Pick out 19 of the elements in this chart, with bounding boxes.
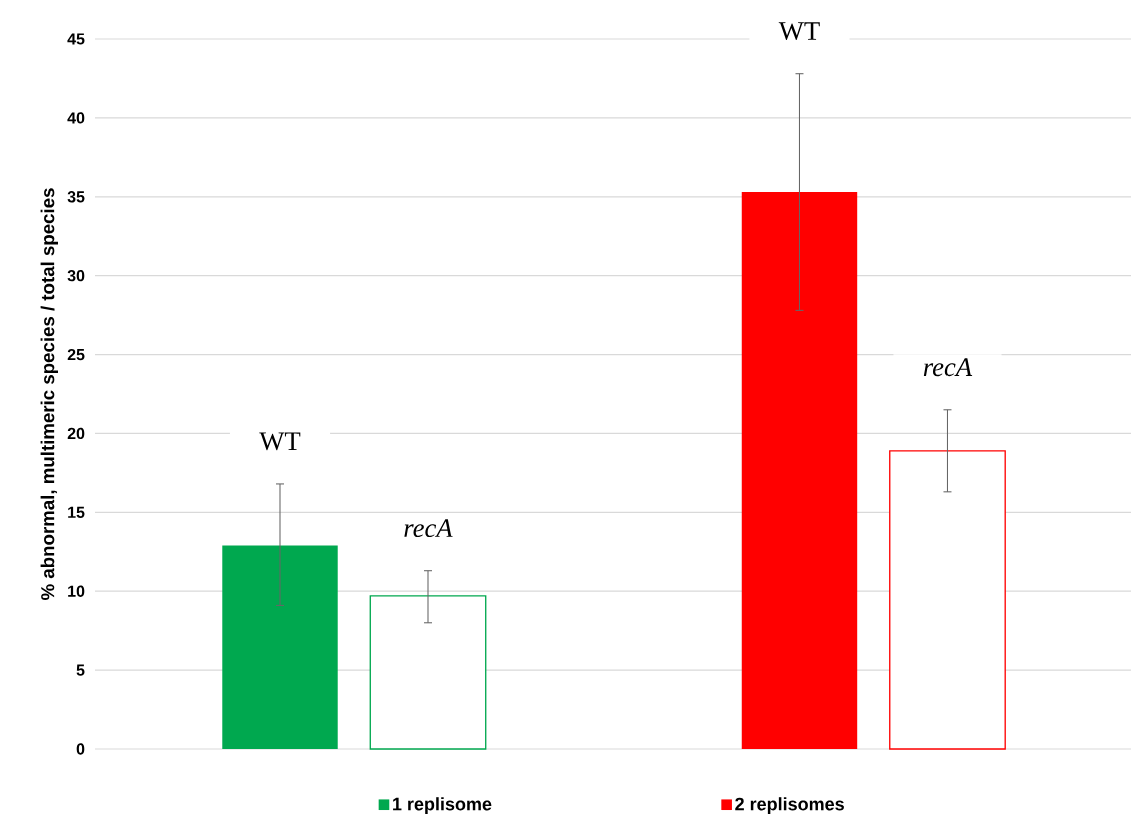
- annotation: WT: [259, 432, 301, 451]
- y-tick-label: 5: [76, 664, 85, 676]
- bar: [222, 545, 338, 749]
- y-axis-title: % abnormal, multimeric species / total species: [40, 188, 58, 600]
- y-tick-label: 0: [76, 743, 85, 755]
- y-tick-label: 10: [68, 585, 85, 597]
- y-tick-label: 25: [67, 348, 85, 361]
- y-tick-label: 30: [67, 270, 85, 282]
- legend-label: 1 replisome: [393, 797, 492, 814]
- y-tick-label: 35: [67, 191, 85, 203]
- legend-label: 2 replisomes: [735, 797, 844, 814]
- y-tick-label: 45: [67, 33, 85, 45]
- y-tick-label: 40: [67, 112, 85, 124]
- y-tick-label: 15: [68, 506, 85, 518]
- annotation: recA: [404, 519, 453, 538]
- bar: [741, 192, 858, 749]
- y-tick-label: 20: [67, 427, 85, 440]
- annotation: recA: [923, 358, 973, 377]
- annotation: WT: [778, 22, 820, 41]
